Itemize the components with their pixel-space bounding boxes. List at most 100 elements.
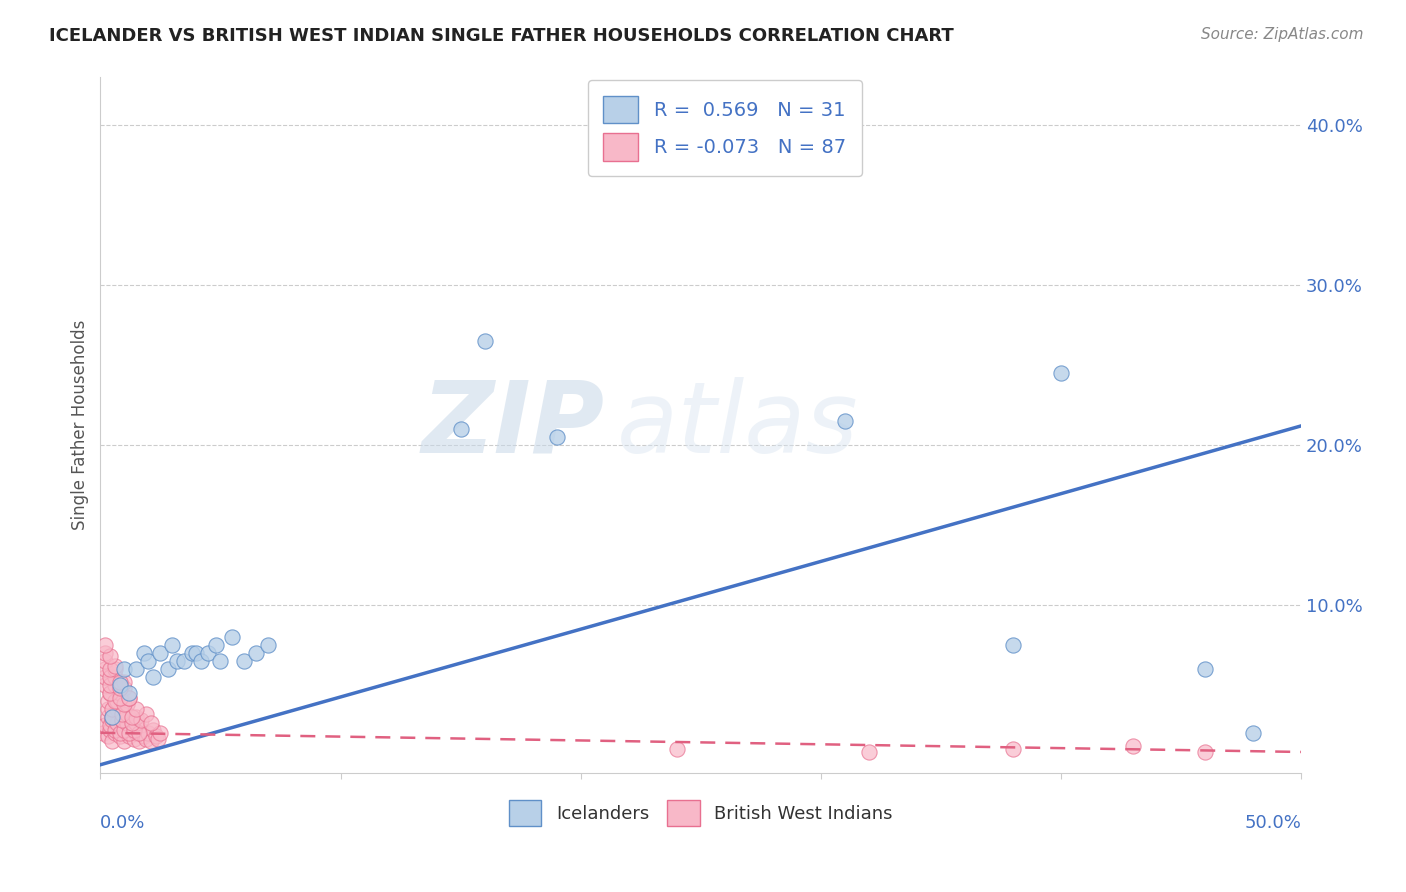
Point <box>94 646 117 660</box>
Point <box>108 686 131 700</box>
Point <box>104 694 127 708</box>
Point <box>135 706 157 721</box>
Point <box>94 678 117 692</box>
Point <box>108 729 131 743</box>
Point <box>98 678 121 692</box>
Point <box>104 658 127 673</box>
Point <box>128 726 150 740</box>
Text: ICELANDER VS BRITISH WEST INDIAN SINGLE FATHER HOUSEHOLDS CORRELATION CHART: ICELANDER VS BRITISH WEST INDIAN SINGLE … <box>49 27 953 45</box>
Point <box>105 702 128 716</box>
Point <box>101 710 124 724</box>
Point <box>108 681 131 695</box>
Point <box>98 686 121 700</box>
Point <box>1194 662 1216 676</box>
Point <box>104 726 127 740</box>
Point <box>105 694 128 708</box>
Point <box>173 654 195 668</box>
Point <box>94 638 117 652</box>
Point <box>121 713 143 727</box>
Point <box>146 732 169 747</box>
Text: atlas: atlas <box>617 376 858 474</box>
Point <box>858 745 880 759</box>
Point <box>98 670 121 684</box>
Point <box>125 726 148 740</box>
Point <box>186 646 208 660</box>
Point <box>1001 741 1024 756</box>
Point <box>149 646 172 660</box>
Point <box>111 713 134 727</box>
Point <box>245 646 267 660</box>
Point <box>98 648 121 663</box>
Point <box>204 638 226 652</box>
Point <box>105 716 128 731</box>
Point <box>1241 726 1264 740</box>
Point <box>104 662 127 676</box>
Point <box>1194 745 1216 759</box>
Point <box>94 662 117 676</box>
Point <box>142 670 165 684</box>
Point <box>139 716 162 731</box>
Point <box>112 681 135 695</box>
Point <box>112 662 135 676</box>
Point <box>233 654 256 668</box>
Text: Source: ZipAtlas.com: Source: ZipAtlas.com <box>1201 27 1364 42</box>
Point <box>121 723 143 737</box>
Point <box>129 723 152 737</box>
Point <box>221 630 243 644</box>
Point <box>104 723 127 737</box>
Point <box>125 662 148 676</box>
Point <box>132 646 155 660</box>
Point <box>98 662 121 676</box>
Point <box>112 733 135 747</box>
Point <box>128 733 150 747</box>
Point <box>1122 739 1144 753</box>
Point <box>125 702 148 716</box>
Point <box>1050 366 1073 380</box>
Point <box>111 723 134 737</box>
Point <box>546 430 568 444</box>
Point <box>125 710 148 724</box>
Point <box>91 726 114 740</box>
Point <box>257 638 280 652</box>
Point <box>129 713 152 727</box>
Point <box>118 686 141 700</box>
Point <box>118 690 141 705</box>
Point <box>112 697 135 711</box>
Point <box>190 654 212 668</box>
Point <box>94 654 117 668</box>
Point <box>474 334 496 348</box>
Text: 50.0%: 50.0% <box>1244 814 1301 832</box>
Point <box>162 638 184 652</box>
Point <box>112 674 135 689</box>
Legend: Icelanders, British West Indians: Icelanders, British West Indians <box>502 793 900 833</box>
Point <box>209 654 232 668</box>
Point <box>98 723 121 737</box>
Point <box>96 710 118 724</box>
Point <box>450 422 472 436</box>
Point <box>101 713 124 727</box>
Point <box>139 733 162 747</box>
Point <box>118 726 141 740</box>
Point <box>104 670 127 684</box>
Point <box>122 732 145 747</box>
Point <box>101 702 124 716</box>
Point <box>156 662 179 676</box>
Point <box>94 670 117 684</box>
Point <box>96 702 118 716</box>
Point <box>145 729 167 743</box>
Point <box>125 716 148 731</box>
Point <box>138 726 160 740</box>
Point <box>111 713 134 727</box>
Point <box>115 697 138 711</box>
Point <box>98 718 121 732</box>
Point <box>665 741 688 756</box>
Point <box>121 716 143 731</box>
Point <box>108 690 131 705</box>
Point <box>118 690 141 705</box>
Point <box>834 414 856 428</box>
Point <box>1001 638 1024 652</box>
Point <box>180 646 202 660</box>
Text: 0.0%: 0.0% <box>100 814 146 832</box>
Point <box>111 706 134 721</box>
Point <box>138 654 160 668</box>
